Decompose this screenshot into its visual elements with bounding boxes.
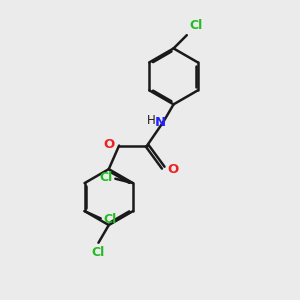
Text: Cl: Cl: [104, 213, 117, 226]
Text: N: N: [155, 116, 166, 128]
Text: O: O: [103, 138, 115, 151]
Text: Cl: Cl: [100, 171, 113, 184]
Text: Cl: Cl: [189, 19, 203, 32]
Text: H: H: [146, 114, 155, 127]
Text: O: O: [168, 163, 179, 176]
Text: Cl: Cl: [91, 246, 104, 259]
